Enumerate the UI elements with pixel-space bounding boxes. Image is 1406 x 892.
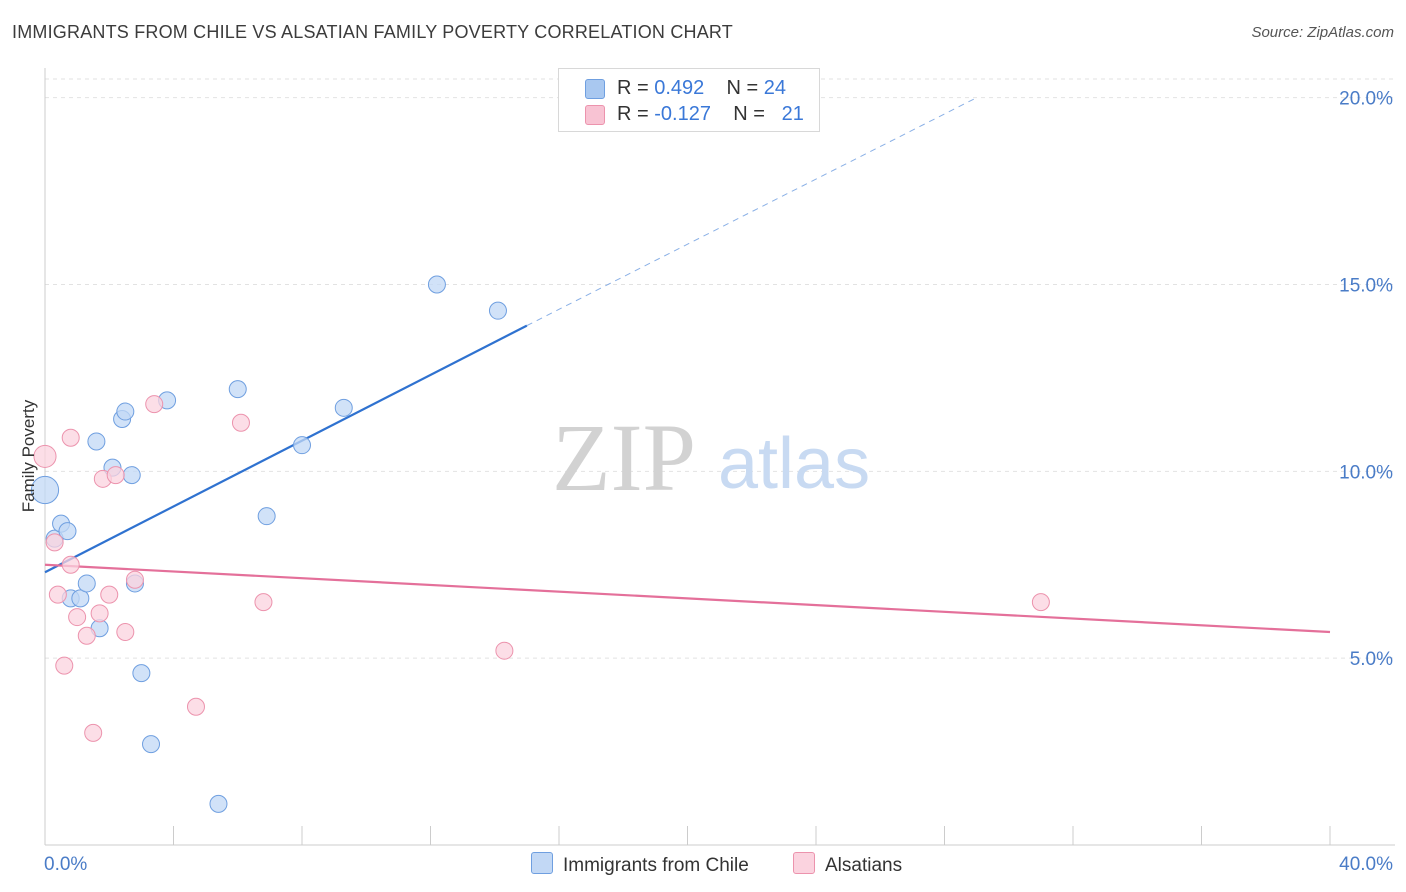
point-chile [334,398,353,417]
axes [44,68,1395,846]
point-alsatians [61,555,80,574]
data-points [30,275,1050,813]
point-alsatians [61,428,80,447]
bottom-legend-label-chile: Immigrants from Chile [563,855,749,876]
point-alsatians [231,413,250,432]
y-tick-label: 15.0% [1339,276,1393,297]
bottom-legend-alsatians: Alsatians [793,852,902,878]
legend-r-value: 0.492 [654,77,705,99]
x-tick-label: 40.0% [1339,854,1393,875]
point-chile [293,436,311,455]
point-alsatians [48,585,67,604]
point-chile [209,794,228,813]
point-chile [228,380,247,399]
source-label: Source: ZipAtlas.com [1251,24,1394,41]
point-alsatians [55,656,74,675]
legend-n-value: 24 [763,77,787,99]
point-alsatians [68,608,87,627]
point-alsatians [106,466,125,485]
point-alsatians [90,604,109,623]
point-chile [77,574,96,593]
gridlines [45,78,1395,659]
point-chile [87,432,106,451]
watermark: ZIP atlas [552,404,870,511]
legend-text-chile: R = 0.492 N = 24 [617,77,786,100]
bottom-legend-chile: Immigrants from Chile [531,852,749,878]
y-tick-label: 5.0% [1350,649,1393,670]
point-chile [132,664,151,683]
point-chile [257,507,276,526]
point-alsatians [84,723,103,742]
y-tick-label: 10.0% [1339,462,1393,483]
legend-swatch-alsatians [585,105,605,125]
bottom-legend-swatch-alsatians [793,852,815,874]
watermark-zip: ZIP [552,404,696,511]
point-alsatians [33,444,57,468]
bottom-legend-swatch-chile [531,852,553,874]
y-tick-label: 20.0% [1339,89,1393,110]
trend-line-chile [44,324,528,574]
point-alsatians [100,585,119,604]
point-alsatians [495,641,514,660]
x-tick-label: 0.0% [44,854,87,875]
watermark-atlas: atlas [718,424,870,504]
point-alsatians [1031,593,1050,612]
legend-r-value: -0.127 [654,103,711,125]
stats-legend: R = 0.492 N = 24 R = -0.127 N = 21 [558,68,820,132]
point-chile [427,275,446,294]
point-chile [58,522,77,541]
chart-title: IMMIGRANTS FROM CHILE VS ALSATIAN FAMILY… [12,22,734,42]
legend-n-label: N = [726,77,764,99]
point-chile [30,475,60,505]
point-chile [142,735,161,754]
legend-swatch-chile [585,79,605,99]
legend-r-label: R = [617,77,655,99]
legend-n-label: N = [733,103,771,125]
y-axis-label: Family Poverty [19,399,38,512]
legend-n-value: 21 [781,103,804,125]
point-chile [488,301,507,320]
point-alsatians [77,626,96,645]
point-alsatians [186,697,205,716]
trend-line-chile-extension [526,97,977,327]
point-alsatians [116,623,135,642]
point-alsatians [125,570,144,589]
point-alsatians [145,395,164,414]
point-alsatians [45,533,64,552]
point-chile [122,466,141,485]
bottom-legend-label-alsatians: Alsatians [825,855,903,876]
tick-labels: 5.0% 10.0% 15.0% 20.0% 0.0% 40.0% [44,89,1393,875]
point-chile [71,589,90,608]
legend-text-alsatians: R = -0.127 N = 21 [617,103,804,126]
point-alsatians [254,593,273,612]
trend-lines [44,97,1331,634]
trend-line-alsatians [44,563,1331,634]
legend-r-label: R = [617,103,655,125]
point-chile [116,402,135,421]
